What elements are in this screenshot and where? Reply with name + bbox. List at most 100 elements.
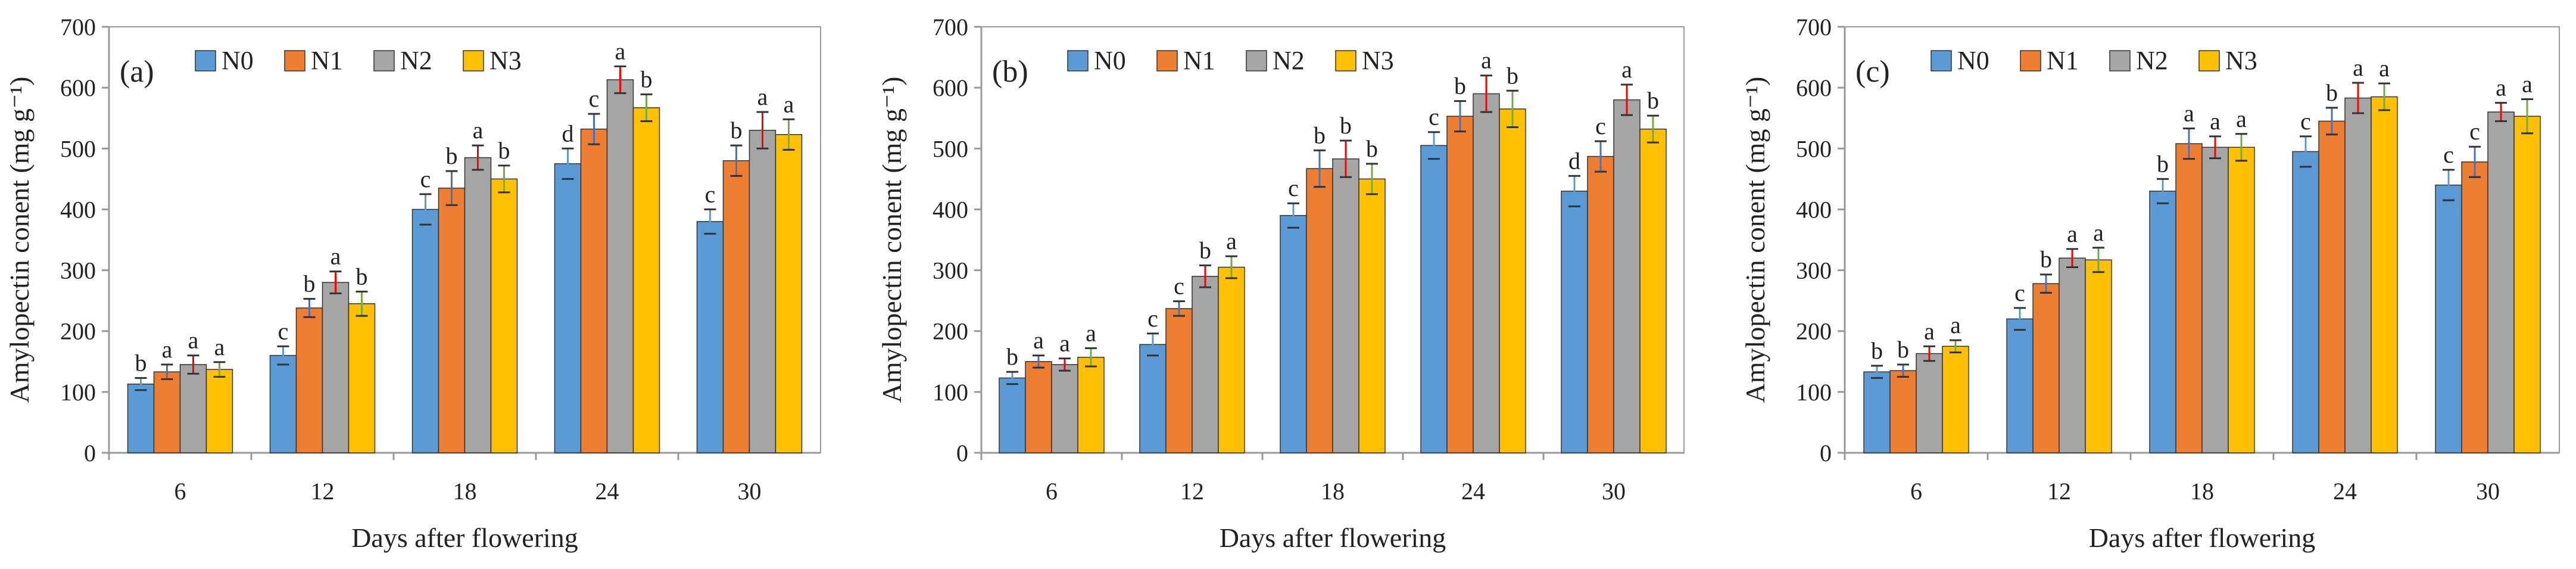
significance-label: b [1366,135,1378,162]
y-tick-label: 0 [1820,440,1832,467]
bar-n3-day-30 [775,134,803,453]
significance-label: a [1950,312,1961,338]
legend-swatch-n2 [373,50,395,71]
y-tick-label: 700 [60,14,96,41]
significance-label: a [2067,220,2078,247]
legend-label-n3: N3 [489,46,522,75]
bar-n1-day-18 [438,187,466,453]
bar-n0-day-18 [2149,191,2176,453]
bar-n3-day-24 [2371,96,2398,453]
legend-label-n1: N1 [1183,46,1215,75]
significance-label: a [2522,71,2533,98]
significance-label: a [2379,55,2390,82]
significance-label: a [1059,330,1070,357]
bar-n0-day-18 [1280,214,1307,453]
legend-swatch-n1 [284,50,305,71]
bar-n1-day-6 [1889,370,1917,453]
significance-label: b [2157,150,2169,177]
y-tick-label: 600 [933,74,968,101]
bar-n1-day-12 [2032,283,2060,453]
bar-n0-day-12 [2006,318,2034,453]
chart-panel-1: 0 100 200 300 400 500 600 700 Amylopectin conent… [4,14,821,553]
legend-label-n0: N0 [1094,46,1126,75]
bar-n1-day-30 [1587,156,1614,453]
legend-swatch-n0 [1931,50,1952,71]
significance-label: a [784,91,794,117]
y-tick-label: 500 [933,135,968,162]
y-tick-label: 700 [1796,14,1832,41]
panel-label: (c) [1855,55,1890,89]
legend-swatch-n0 [1067,50,1089,71]
significance-label: c [589,85,600,112]
legend-label-n3: N3 [1362,46,1394,75]
y-axis-title: Amylopectin conent (mg g⁻¹) [877,77,907,403]
significance-label: c [705,181,716,207]
panel-label: (b) [992,55,1028,89]
bar-n0-day-30 [696,221,724,453]
legend-swatch-n1 [2020,50,2041,71]
bar-n0-day-6 [1863,371,1891,453]
significance-label: c [2300,108,2311,135]
significance-label: a [2210,108,2221,135]
legend-swatch-n0 [195,50,216,71]
significance-label: c [2469,118,2480,145]
bar-n2-day-6 [1051,364,1078,453]
bar-n1-day-6 [1025,361,1052,453]
x-tick-label: 12 [1180,478,1204,505]
significance-label: b [641,66,653,92]
legend-swatch-n1 [1156,50,1178,71]
y-axis-title: Amylopectin conent (mg g⁻¹) [4,77,35,403]
significance-label: c [1147,305,1158,332]
bar-n2-day-6 [179,364,207,453]
bar-n1-day-18 [1306,168,1333,453]
y-tick-label: 700 [933,14,968,41]
significance-label: c [2014,279,2025,306]
y-tick-label: 100 [1796,379,1832,406]
significance-label: a [1621,56,1632,83]
y-tick-label: 300 [1796,257,1832,284]
bar-n2-day-24 [606,79,634,453]
significance-label: b [2326,79,2338,106]
legend-label-n3: N3 [2225,46,2257,75]
bar-n1-day-24 [580,128,608,453]
bar-n0-day-12 [269,355,297,453]
bar-n0-day-18 [411,209,439,453]
y-tick-label: 0 [956,440,968,467]
legend-swatch-n3 [2198,50,2220,71]
bar-n0-day-24 [554,163,582,453]
bar-n2-day-30 [2487,111,2515,453]
significance-label: a [615,38,626,64]
y-tick-label: 300 [933,257,968,284]
x-tick-label: 12 [2047,478,2071,505]
x-tick-label: 12 [311,478,335,505]
bar-n2-day-6 [1916,353,1943,453]
significance-label: b [1507,62,1518,89]
bar-n3-day-18 [2228,147,2255,453]
y-tick-label: 100 [60,379,96,406]
bar-n1-day-30 [2461,161,2488,453]
significance-label: b [1647,87,1659,114]
bar-n2-day-12 [2059,257,2086,453]
bar-n3-day-30 [2513,116,2541,453]
bar-n0-day-6 [999,377,1026,453]
bar-n0-day-30 [1561,191,1588,453]
x-axis-title: Days after flowering [2089,523,2316,553]
x-tick-label: 6 [1046,478,1058,505]
significance-label: a [1086,319,1096,346]
x-tick-label: 6 [174,478,186,505]
y-axis-title: Amylopectin conent (mg g⁻¹) [1740,77,1770,403]
bar-n2-day-30 [1613,99,1641,453]
x-tick-label: 18 [453,478,477,505]
y-tick-label: 200 [933,318,968,345]
bar-n1-day-30 [722,160,750,453]
bar-n1-day-18 [2175,143,2203,453]
x-tick-label: 24 [2333,478,2357,505]
legend-label-n2: N2 [400,46,432,75]
significance-label: a [1033,327,1044,354]
significance-label: c [2443,141,2454,168]
bar-n1-day-12 [295,307,323,453]
bar-n2-day-30 [749,129,776,453]
bar-n3-day-12 [1218,266,1245,453]
significance-label: a [1226,228,1237,254]
